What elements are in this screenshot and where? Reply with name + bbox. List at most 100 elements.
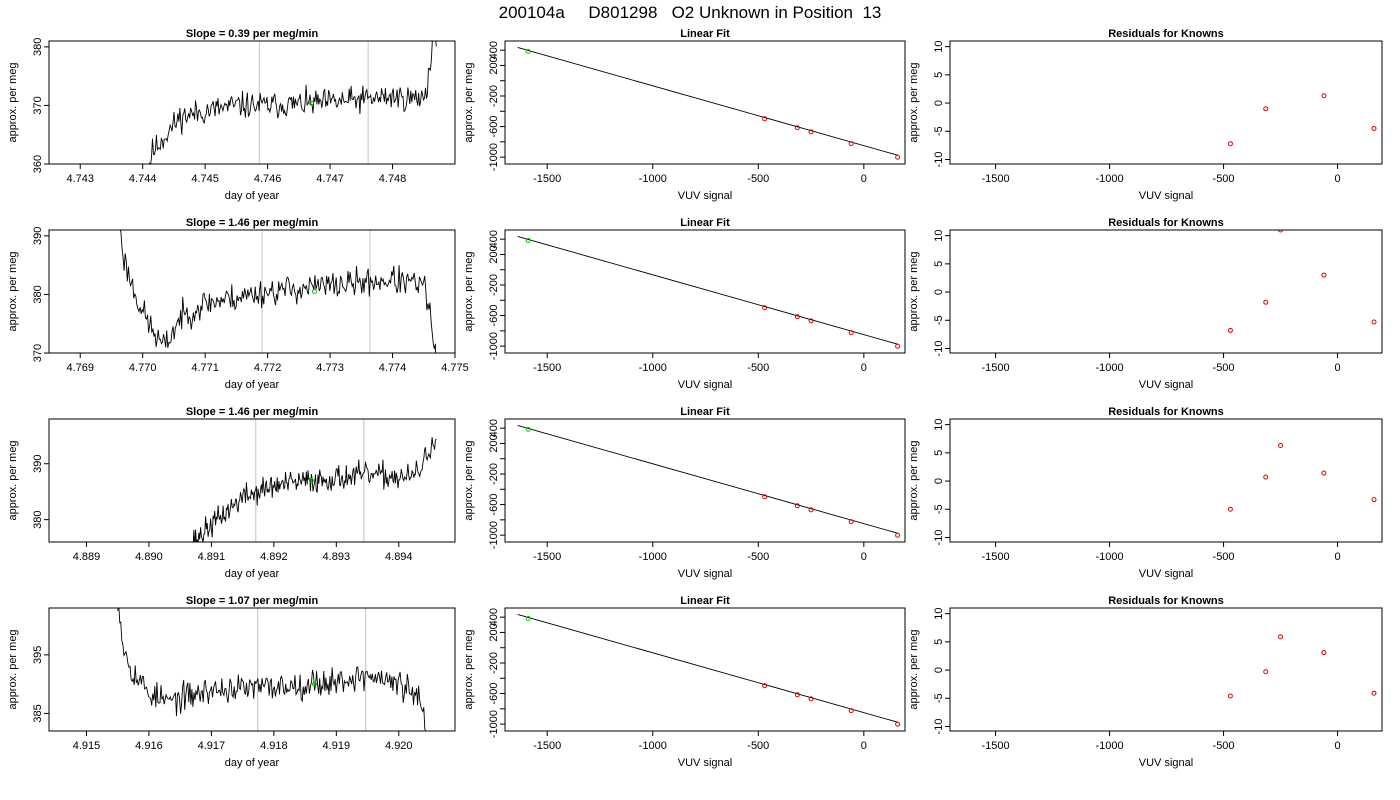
y-tick-label: -200 — [488, 463, 500, 485]
residual-point — [1321, 650, 1327, 656]
plot-frame — [48, 229, 456, 354]
x-tick-label: -1000 — [639, 362, 667, 374]
panel-title: Residuals for Knowns — [1108, 217, 1224, 229]
x-tick-label: 4.771 — [191, 362, 219, 374]
unknown-marker-point — [308, 100, 314, 106]
residual-point — [1263, 669, 1269, 675]
plot-frame — [48, 40, 456, 165]
plot-area — [517, 614, 901, 727]
x-axis-label: VUV signal — [1139, 568, 1193, 580]
y-tick-label: 5 — [933, 261, 945, 267]
y-tick-label: 5 — [933, 639, 945, 645]
x-tick-label: 4.893 — [323, 551, 351, 563]
x-tick-label: -500 — [747, 551, 769, 563]
panel-title: Linear Fit — [680, 595, 730, 607]
y-tick-label: 385 — [32, 704, 44, 722]
y-tick-label: 200 — [488, 56, 500, 74]
residual-point — [1371, 319, 1377, 325]
series-line — [117, 608, 427, 731]
y-tick-label: -10 — [933, 719, 945, 735]
plot-area — [148, 41, 437, 164]
y-tick-label: 390 — [32, 227, 44, 245]
x-tick-label: -1000 — [1096, 551, 1124, 563]
x-axis-label: day of year — [225, 190, 280, 202]
y-tick-label: 380 — [32, 510, 44, 528]
y-tick-label: 200 — [488, 245, 500, 263]
panel-residuals-row4: Residuals for Knowns -1500 -1000 -500 0 VUV s… — [908, 595, 1383, 769]
x-tick-label: -500 — [1213, 740, 1235, 752]
y-tick-label: -10 — [933, 530, 945, 546]
y-tick-label: 200 — [488, 623, 500, 641]
y-axis-label: approx. per meg — [463, 62, 475, 142]
residual-point — [1278, 230, 1284, 233]
x-tick-label: -500 — [1213, 173, 1235, 185]
x-tick-label: 4.891 — [198, 551, 226, 563]
y-tick-label: 0 — [933, 289, 945, 295]
y-axis-label: approx. per meg — [7, 62, 19, 142]
x-tick-label: 0 — [1334, 551, 1340, 563]
y-tick-label: -10 — [933, 341, 945, 357]
x-tick-label: -1500 — [982, 362, 1010, 374]
x-axis-label: VUV signal — [678, 190, 732, 202]
x-tick-label: 4.919 — [323, 740, 351, 752]
y-tick-label: 10 — [933, 419, 945, 431]
known-point — [895, 721, 901, 727]
residual-point — [1227, 141, 1233, 147]
y-tick-label: 0 — [933, 478, 945, 484]
series-line — [148, 41, 437, 164]
y-tick-label: -600 — [488, 494, 500, 516]
unknown-marker-point — [308, 478, 314, 483]
x-tick-label: 4.769 — [66, 362, 94, 374]
x-tick-label: -500 — [1213, 551, 1235, 563]
plot-frame — [48, 418, 456, 543]
y-tick-label: 400 — [488, 608, 500, 626]
y-tick-label: -5 — [933, 126, 945, 136]
x-tick-label: 0 — [861, 362, 867, 374]
y-axis-label: approx. per meg — [908, 629, 920, 709]
fit-line — [517, 47, 898, 156]
x-tick-label: 4.918 — [260, 740, 288, 752]
panel-title: Linear Fit — [680, 406, 730, 418]
x-tick-label: -1500 — [982, 173, 1010, 185]
residual-point — [1371, 125, 1377, 131]
x-tick-label: 4.745 — [191, 173, 219, 185]
x-axis-label: VUV signal — [1139, 379, 1193, 391]
y-tick-label: -200 — [488, 85, 500, 107]
panel-title: Slope = 0.39 per meg/min — [186, 28, 319, 40]
panel-title: Slope = 1.07 per meg/min — [186, 595, 319, 607]
x-tick-label: 4.774 — [379, 362, 407, 374]
known-point — [808, 129, 814, 135]
x-tick-label: -500 — [747, 362, 769, 374]
plot-frame — [504, 40, 906, 165]
y-axis-label: approx. per meg — [7, 629, 19, 709]
known-point — [848, 330, 854, 336]
y-tick-label: 10 — [933, 230, 945, 242]
x-tick-label: 4.748 — [379, 173, 407, 185]
x-axis-label: day of year — [225, 568, 280, 580]
y-tick-label: 395 — [32, 646, 44, 664]
residual-point — [1278, 443, 1284, 449]
y-tick-label: -10 — [933, 152, 945, 168]
fit-line — [517, 614, 898, 723]
y-axis-label: approx. per meg — [908, 251, 920, 331]
known-point — [762, 305, 768, 311]
plot-frame — [48, 607, 456, 732]
known-point — [895, 343, 901, 349]
x-tick-label: 4.892 — [260, 551, 288, 563]
plot-frame — [949, 229, 1383, 354]
residual-point — [1371, 690, 1377, 696]
y-tick-label: 400 — [488, 419, 500, 437]
x-tick-label: 4.743 — [66, 173, 94, 185]
y-tick-label: -5 — [933, 504, 945, 514]
series-line — [192, 437, 437, 542]
panel-timeseries-row1: Slope = 0.39 per meg/min 4.743 4.744 4.745 4… — [7, 28, 456, 202]
residual-point — [1263, 474, 1269, 480]
known-point — [848, 708, 854, 714]
x-axis-label: VUV signal — [678, 379, 732, 391]
residual-point — [1227, 693, 1233, 699]
y-axis-label: approx. per meg — [7, 251, 19, 331]
x-tick-label: -1500 — [982, 551, 1010, 563]
plot-area — [119, 230, 437, 353]
x-axis-label: VUV signal — [1139, 190, 1193, 202]
